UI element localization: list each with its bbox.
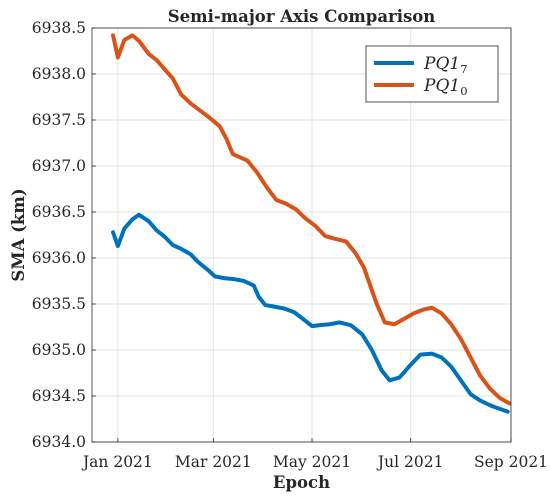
y-tick-label: 6938.0: [32, 65, 86, 83]
y-tick-label: 6936.0: [32, 249, 86, 267]
x-axis-title: Epoch: [273, 473, 330, 492]
y-tick-label: 6938.5: [32, 19, 86, 37]
x-tick-label: Mar 2021: [175, 453, 252, 471]
legend-label: PQ17: [423, 54, 468, 76]
legend-label-subscript: 0: [460, 84, 467, 98]
legend-label-name: PQ1: [423, 76, 460, 96]
y-tick-label: 6937.5: [32, 111, 86, 129]
y-axis-title: SMA (km): [9, 188, 28, 281]
y-tick-label: 6935.5: [32, 295, 86, 313]
legend-label: PQ10: [423, 76, 468, 98]
x-tick-label: Jul 2021: [376, 453, 444, 471]
x-tick-label: Jan 2021: [81, 453, 153, 471]
y-tick-label: 6934.0: [32, 433, 86, 451]
x-tick-label: Sep 2021: [474, 453, 548, 471]
legend-label-subscript: 7: [460, 62, 467, 76]
plot-frame: [91, 27, 512, 443]
series-line-pq1-7: [111, 212, 510, 414]
x-tick-label: May 2021: [273, 453, 351, 471]
y-tick-label: 6934.5: [32, 387, 86, 405]
series-layer: [111, 33, 512, 414]
y-tick-label: 6935.0: [32, 341, 86, 359]
chart-title: Semi-major Axis Comparison: [168, 7, 436, 26]
legend-box: [365, 45, 499, 103]
y-tick-label: 6936.5: [32, 203, 86, 221]
y-tick-label: 6937.0: [32, 157, 86, 175]
series-line-pq1-0: [111, 33, 512, 406]
legend-label-name: PQ1: [423, 54, 460, 74]
ticks: 6934.0 6934.5 6935.0 6935.5 6936.0 6936.5 6937…: [32, 19, 548, 471]
